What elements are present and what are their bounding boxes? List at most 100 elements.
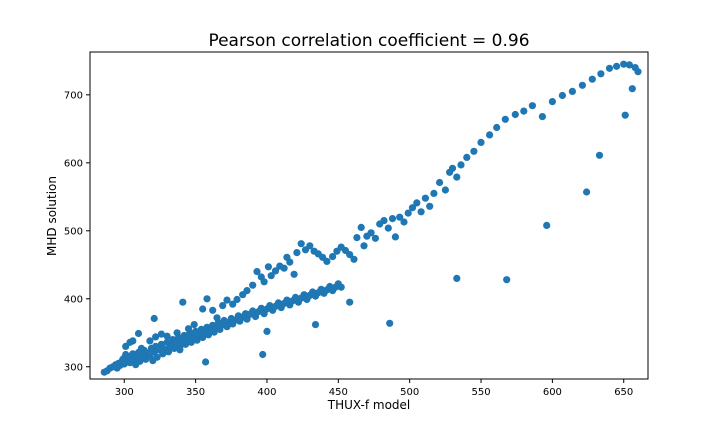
data-point: [134, 329, 143, 338]
data-point: [193, 336, 201, 344]
data-point: [400, 218, 408, 226]
data-point: [293, 249, 301, 257]
data-point: [470, 147, 478, 155]
data-point: [146, 337, 154, 345]
data-point: [417, 208, 425, 216]
data-point: [306, 242, 314, 250]
data-point: [621, 111, 629, 119]
data-point: [346, 251, 354, 259]
data-point: [543, 221, 551, 229]
data-point: [264, 263, 272, 271]
y-tick-label: 700: [64, 90, 83, 101]
data-point: [511, 110, 519, 119]
data-point: [182, 340, 190, 348]
plot-frame: [89, 51, 649, 380]
data-point: [233, 295, 241, 304]
data-point: [271, 267, 280, 275]
data-point: [396, 213, 404, 221]
data-point: [249, 307, 257, 315]
data-point: [337, 283, 345, 291]
data-point: [426, 202, 434, 210]
data-point: [297, 240, 305, 248]
data-point: [280, 264, 288, 272]
data-point: [453, 173, 461, 181]
data-point: [199, 305, 207, 313]
data-point: [179, 298, 187, 306]
x-tick-label: 350: [186, 387, 205, 398]
data-point: [620, 60, 628, 68]
data-point: [548, 98, 557, 106]
data-point: [290, 270, 298, 278]
data-point: [463, 153, 471, 161]
data-points: [100, 60, 642, 376]
data-point: [371, 234, 379, 242]
y-tick-label: 600: [64, 158, 83, 169]
data-point: [597, 70, 605, 78]
data-point: [129, 337, 137, 345]
data-point: [184, 325, 193, 333]
data-point: [157, 330, 165, 338]
data-point: [457, 161, 465, 169]
data-point: [263, 327, 271, 335]
data-point: [150, 314, 158, 323]
data-point: [286, 258, 294, 266]
data-point: [528, 102, 537, 110]
x-tick-label: 450: [329, 387, 348, 398]
data-point: [257, 304, 265, 312]
data-point: [249, 281, 257, 289]
x-axis-label: THUX-f model: [327, 398, 411, 412]
data-point: [583, 188, 591, 196]
data-point: [353, 234, 361, 242]
data-point: [176, 346, 184, 354]
chart-title: Pearson correlation coefficient = 0.96: [208, 31, 529, 51]
data-point: [477, 138, 485, 146]
data-point: [223, 296, 231, 304]
data-point: [605, 64, 614, 72]
data-point: [404, 209, 412, 217]
data-point: [568, 87, 577, 95]
data-point: [137, 344, 145, 352]
data-point: [503, 276, 511, 284]
data-point: [267, 272, 275, 280]
data-point: [625, 61, 634, 69]
x-tick-label: 400: [257, 387, 276, 398]
x-tick-label: 550: [471, 387, 490, 398]
x-tick-label: 500: [400, 387, 419, 398]
y-tick-label: 300: [64, 362, 83, 373]
y-axis-label: MHD solution: [45, 176, 59, 256]
data-point: [153, 353, 161, 361]
data-point: [386, 319, 394, 327]
data-point: [202, 358, 210, 366]
y-tick-label: 400: [64, 294, 83, 305]
data-point: [421, 194, 429, 202]
data-point: [329, 253, 337, 261]
data-point: [391, 233, 399, 241]
data-point: [413, 199, 421, 207]
data-point: [187, 338, 195, 346]
data-point: [388, 215, 397, 223]
data-point: [357, 223, 365, 231]
data-point: [323, 257, 331, 265]
data-point: [588, 75, 596, 83]
data-point: [209, 306, 217, 314]
data-point: [578, 81, 587, 89]
data-point: [360, 242, 368, 250]
x-tick-label: 650: [614, 387, 633, 398]
data-point: [486, 131, 494, 139]
data-point: [634, 68, 642, 76]
data-point: [384, 224, 392, 232]
axes: 300 350 400 450 500 550 600 650 300 400 500 600 700: [64, 51, 649, 398]
data-point: [430, 189, 438, 197]
data-point: [203, 295, 211, 303]
data-point: [441, 186, 449, 194]
data-point: [595, 151, 604, 159]
data-point: [628, 85, 636, 93]
data-point: [243, 287, 251, 295]
data-point: [520, 107, 528, 115]
data-point: [173, 329, 181, 337]
data-point: [164, 348, 173, 356]
x-tick-label: 300: [115, 387, 134, 398]
data-point: [219, 302, 227, 310]
